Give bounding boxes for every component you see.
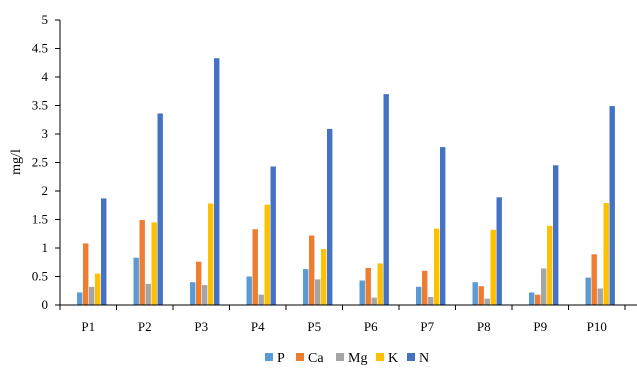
bar-Ca-P5 (309, 235, 315, 305)
bar-Mg-P1 (89, 286, 95, 305)
bar-K-P8 (490, 229, 496, 305)
y-tick-label: 4.5 (32, 41, 48, 56)
bar-Mg-P10 (597, 288, 603, 305)
bar-Ca-P8 (478, 286, 484, 305)
bar-N-P3 (214, 58, 220, 306)
y-tick-label: 0.5 (32, 269, 48, 284)
y-axis-title: mg/l (9, 149, 24, 175)
x-tick-label: P3 (194, 319, 208, 334)
bar-Mg-P8 (484, 298, 490, 305)
x-tick-label: P4 (251, 319, 265, 334)
bar-Ca-P7 (422, 270, 428, 305)
bar-P-P4 (246, 276, 252, 305)
bar-K-P3 (208, 203, 214, 305)
legend-label-P: P (277, 351, 285, 366)
bar-Ca-P10 (591, 254, 597, 305)
legend-label-Mg: Mg (348, 351, 367, 366)
bar-P-P10 (585, 277, 591, 305)
bar-P-P9 (529, 292, 535, 305)
legend: P Ca Mg K N (265, 351, 429, 366)
legend-swatch-Ca (296, 353, 304, 361)
legend-swatch-Mg (336, 353, 344, 361)
bar-Ca-P9 (535, 294, 541, 305)
y-tick-label: 1.5 (32, 212, 48, 227)
bar-P-P7 (416, 286, 422, 305)
bar-Mg-P5 (315, 279, 321, 305)
x-tick-label: P5 (307, 319, 321, 334)
y-tick-label: 3 (42, 126, 49, 141)
bar-K-P6 (377, 263, 383, 305)
bar-K-P9 (547, 225, 553, 305)
bar-N-P2 (157, 113, 163, 305)
legend-swatch-P (265, 353, 273, 361)
bar-K-P7 (434, 228, 440, 305)
x-tick-label: P2 (138, 319, 152, 334)
plot-area: 0 0.5 1 1.5 2 2.5 3 3.5 4 4.5 5 P1 P2 P3 P4 P5 P6 P7 P8 P9 P… (32, 12, 637, 334)
bar-K-P4 (264, 204, 270, 305)
y-tick-label: 1 (42, 240, 49, 255)
legend-label-Ca: Ca (308, 351, 324, 366)
bar-Ca-P6 (365, 267, 371, 305)
bar-P-P5 (303, 269, 309, 305)
y-tick-label: 4 (42, 69, 49, 84)
bar-Mg-P2 (145, 283, 151, 305)
bar-K-P2 (151, 222, 157, 305)
bar-K-P1 (95, 273, 101, 305)
y-tick-label: 3.5 (32, 98, 48, 113)
bar-Ca-P3 (196, 261, 202, 305)
bar-N-P8 (496, 197, 502, 305)
bar-Mg-P4 (258, 294, 264, 305)
x-tick-label: P9 (533, 319, 547, 334)
x-tick-label: P6 (364, 319, 378, 334)
bar-P-P6 (359, 280, 365, 305)
legend-label-N: N (419, 351, 429, 366)
x-tick-label: P7 (420, 319, 434, 334)
bar-Ca-P2 (139, 220, 145, 305)
y-tick-label: 2 (42, 183, 49, 198)
y-tick-label: 5 (42, 12, 49, 27)
bar-Ca-P4 (252, 229, 258, 305)
bar-Mg-P7 (428, 297, 434, 305)
bar-N-P7 (440, 147, 446, 305)
bar-N-P4 (270, 166, 276, 305)
y-tick-label: 2.5 (32, 155, 48, 170)
bar-N-P1 (101, 198, 107, 305)
y-tick-label: 0 (42, 297, 49, 312)
bar-P-P1 (77, 292, 83, 305)
bar-Mg-P3 (202, 285, 208, 305)
x-tick-label: P1 (81, 319, 95, 334)
bar-P-P2 (133, 257, 139, 305)
bar-N-P9 (553, 165, 559, 305)
bar-P-P3 (190, 282, 196, 305)
bar-Mg-P6 (371, 297, 377, 305)
bar-Ca-P1 (83, 243, 89, 305)
bar-P-P8 (472, 282, 478, 305)
legend-label-K: K (388, 351, 398, 366)
x-tick-label: P10 (587, 319, 607, 334)
legend-swatch-K (376, 353, 384, 361)
x-tick-label: P8 (477, 319, 491, 334)
bar-K-P10 (603, 203, 609, 305)
legend-swatch-N (407, 353, 415, 361)
bar-Mg-P9 (541, 268, 547, 305)
bar-N-P6 (383, 94, 389, 305)
bar-N-P10 (609, 106, 615, 305)
bar-K-P5 (321, 249, 327, 305)
bar-N-P5 (327, 128, 333, 305)
